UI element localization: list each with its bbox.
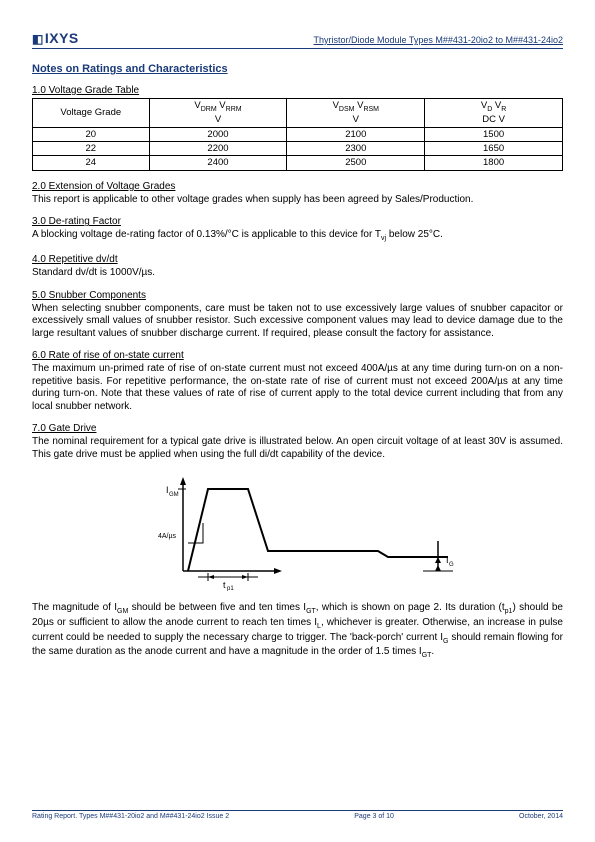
section-7-text: The nominal requirement for a typical ga… bbox=[32, 436, 563, 461]
section-5-text: When selecting snubber components, care … bbox=[32, 303, 563, 341]
section-6-head: 6.0 Rate of rise of on-state current bbox=[32, 350, 563, 361]
table-row: 20200021001500 bbox=[33, 127, 563, 141]
col-vdsm: VDSM VRSMV bbox=[287, 99, 425, 128]
page-footer: Rating Report. Types M##431-20io2 and M#… bbox=[32, 810, 563, 820]
col-vd: VD VRDC V bbox=[425, 99, 563, 128]
section-3-head: 3.0 De-rating Factor bbox=[32, 216, 563, 227]
section-5-head: 5.0 Snubber Components bbox=[32, 290, 563, 301]
svg-text:p1: p1 bbox=[227, 586, 234, 591]
col-vdrm: VDRM VRRMV bbox=[149, 99, 287, 128]
page-title: Notes on Ratings and Characteristics bbox=[32, 63, 563, 75]
logo-text: IXYS bbox=[45, 30, 79, 46]
section-7-head: 7.0 Gate Drive bbox=[32, 423, 563, 434]
header-subtitle: Thyristor/Diode Module Types M##431-20io… bbox=[314, 35, 563, 45]
section-6-text: The maximum un-primed rate of rise of on… bbox=[32, 363, 563, 413]
svg-text:t: t bbox=[223, 580, 226, 590]
gate-drive-paragraph: The magnitude of IGM should be between f… bbox=[32, 602, 563, 661]
table-header-row: Voltage Grade VDRM VRRMV VDSM VRSMV VD V… bbox=[33, 99, 563, 128]
gate-drive-diagram: I GM 4A/µs t p1 I G bbox=[128, 471, 468, 594]
footer-left: Rating Report. Types M##431-20io2 and M#… bbox=[32, 813, 229, 820]
section-2-text: This report is applicable to other volta… bbox=[32, 194, 563, 207]
svg-text:G: G bbox=[449, 562, 454, 568]
section-2-head: 2.0 Extension of Voltage Grades bbox=[32, 181, 563, 192]
page-header: ◧IXYS Thyristor/Diode Module Types M##43… bbox=[32, 30, 563, 49]
footer-right: October, 2014 bbox=[519, 813, 563, 820]
footer-center: Page 3 of 10 bbox=[354, 813, 394, 820]
logo: ◧IXYS bbox=[32, 30, 79, 46]
table-row: 22220023001650 bbox=[33, 142, 563, 156]
section-3-text: A blocking voltage de-rating factor of 0… bbox=[32, 229, 563, 244]
table-row: 24240025001800 bbox=[33, 156, 563, 170]
section-4-head: 4.0 Repetitive dv/dt bbox=[32, 254, 563, 265]
section-1-head: 1.0 Voltage Grade Table bbox=[32, 85, 563, 96]
svg-text:4A/µs: 4A/µs bbox=[158, 533, 177, 540]
section-4-text: Standard dv/dt is 1000V/µs. bbox=[32, 267, 563, 280]
col-voltage-grade: Voltage Grade bbox=[33, 99, 150, 128]
voltage-grade-table: Voltage Grade VDRM VRRMV VDSM VRSMV VD V… bbox=[32, 98, 563, 171]
svg-text:GM: GM bbox=[169, 492, 179, 498]
